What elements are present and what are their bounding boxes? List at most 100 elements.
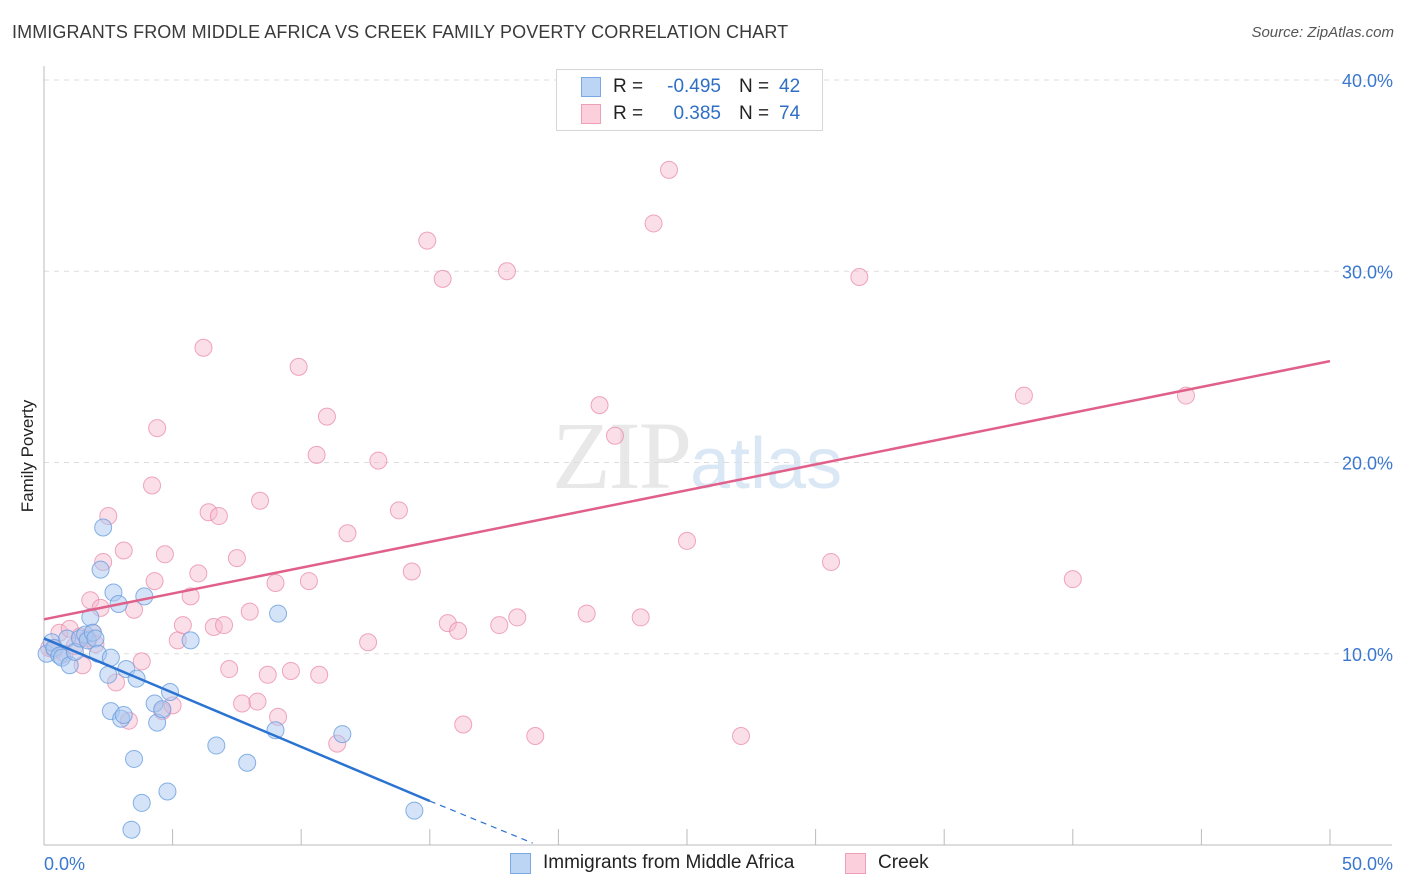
axes	[43, 66, 1392, 846]
creek-point	[526, 726, 545, 745]
legend-swatch-pink	[845, 852, 866, 874]
creek-point	[822, 552, 841, 571]
legend-r-value: 0.385	[673, 103, 721, 124]
creek-point	[449, 621, 468, 640]
creek-point	[631, 608, 650, 627]
legend-swatch-blue	[581, 77, 601, 97]
creek-point	[114, 541, 133, 560]
legend-item-creek: Creek	[845, 852, 929, 874]
legend-row-middle-africa: R = -0.495 N = 42	[581, 75, 800, 99]
creek-point	[605, 426, 624, 445]
creek-points	[40, 160, 1195, 753]
legend-swatch-blue	[510, 852, 531, 874]
creek-point	[644, 214, 663, 233]
creek-point	[438, 614, 457, 633]
creek-point	[678, 531, 696, 550]
middle-africa-point	[135, 587, 154, 606]
legend-label-middle-africa: Immigrants from Middle Africa	[543, 852, 795, 873]
y-tick-label: 40.0%	[1342, 71, 1393, 91]
middle-africa-point	[153, 700, 172, 719]
creek-point	[317, 407, 336, 426]
creek-trend-line	[43, 359, 1331, 621]
creek-point	[497, 262, 516, 281]
legend-n-value: 74	[779, 103, 801, 124]
series-legend: Immigrants from Middle Africa Creek	[0, 852, 1406, 878]
creek-point	[1063, 570, 1082, 589]
creek-point	[194, 338, 213, 357]
creek-point	[266, 573, 285, 592]
creek-point	[281, 661, 300, 680]
middle-africa-point	[94, 518, 113, 537]
creek-point	[289, 357, 308, 376]
gridlines	[44, 79, 1392, 655]
creek-point	[251, 491, 270, 510]
creek-point	[359, 633, 378, 652]
creek-point	[145, 572, 164, 591]
chart-title: IMMIGRANTS FROM MIDDLE AFRICA VS CREEK F…	[12, 22, 789, 42]
creek-point	[155, 545, 174, 564]
creek-point	[850, 267, 869, 286]
creek-point	[181, 587, 200, 606]
creek-point	[490, 616, 509, 635]
middle-africa-points	[37, 518, 424, 839]
creek-point	[299, 572, 318, 591]
creek-point	[132, 652, 151, 671]
middle-africa-trend-line	[43, 637, 431, 803]
x-tick-label: 0.0%	[44, 854, 85, 874]
source-credit: Source: ZipAtlas.com	[1251, 24, 1394, 41]
middle-africa-point	[181, 631, 200, 650]
creek-point	[227, 549, 246, 568]
creek-point	[258, 665, 277, 684]
creek-point	[590, 396, 609, 415]
creek-point	[418, 231, 437, 250]
legend-n-label: N =	[739, 76, 770, 97]
legend-swatch-pink	[581, 104, 601, 124]
middle-africa-point	[86, 629, 105, 648]
middle-africa-point	[238, 753, 257, 772]
creek-point	[659, 160, 678, 179]
creek-point	[454, 715, 473, 734]
legend-label-creek: Creek	[878, 852, 929, 873]
middle-africa-point	[122, 820, 141, 839]
y-tick-label: 20.0%	[1342, 454, 1393, 474]
creek-point	[199, 503, 218, 522]
legend-n-value: 42	[779, 76, 801, 97]
creek-point	[240, 602, 259, 621]
creek-point	[389, 501, 408, 520]
creek-point	[248, 692, 267, 711]
creek-point	[310, 665, 329, 684]
creek-point	[215, 616, 234, 635]
creek-point	[433, 269, 452, 288]
tick-labels: 10.0% 20.0% 30.0% 40.0% 0.0% 50.0%	[44, 71, 1393, 874]
y-tick-label: 10.0%	[1342, 645, 1393, 665]
middle-africa-point	[333, 725, 352, 744]
middle-africa-point	[125, 749, 144, 768]
legend-r-label: R =	[613, 76, 644, 97]
middle-africa-point	[91, 560, 110, 579]
middle-africa-trend-extension	[429, 800, 533, 844]
creek-point	[402, 562, 421, 581]
x-tick-label: 50.0%	[1342, 854, 1393, 874]
trend-lines	[43, 359, 1331, 844]
legend-item-middle-africa: Immigrants from Middle Africa	[510, 852, 794, 874]
middle-africa-point	[114, 705, 133, 724]
creek-point	[173, 616, 192, 635]
creek-point	[369, 451, 388, 470]
creek-point	[577, 604, 596, 623]
creek-point	[307, 445, 326, 464]
middle-africa-point	[405, 801, 424, 820]
legend-row-creek: R = 0.385 N = 74	[581, 102, 800, 126]
middle-africa-point	[158, 782, 177, 801]
middle-africa-point	[269, 604, 288, 623]
creek-point	[338, 524, 357, 543]
creek-point	[148, 419, 167, 438]
middle-africa-point	[132, 793, 151, 812]
creek-point	[189, 564, 208, 583]
watermark-zip: ZIP	[552, 402, 692, 509]
creek-point	[233, 694, 252, 713]
creek-point	[220, 660, 239, 679]
legend-n-label: N =	[739, 103, 770, 124]
legend-r-label: R =	[613, 103, 644, 124]
y-tick-label: 30.0%	[1342, 262, 1393, 282]
